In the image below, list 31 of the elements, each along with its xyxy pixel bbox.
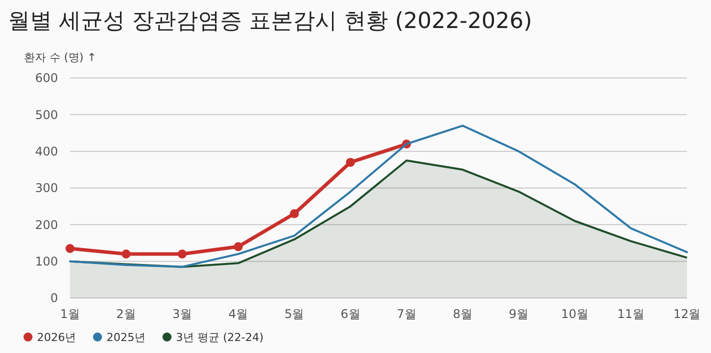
y-tick-label: 0 xyxy=(50,291,58,306)
y-tick-label: 200 xyxy=(35,218,58,232)
x-tick-label: 10월 xyxy=(561,307,588,321)
x-tick-label: 5월 xyxy=(284,307,304,321)
y-axis-title: 환자 수 (명) ↑ xyxy=(24,51,96,64)
line-series xyxy=(69,124,688,268)
x-tick-label: 4월 xyxy=(228,307,248,321)
point xyxy=(122,250,131,258)
chart-title: 월별 세균성 장관감염증 표본감시 현황 (2022-2026) xyxy=(8,9,532,34)
legend-label: 2026년 xyxy=(37,331,76,344)
x-tick-label: 7월 xyxy=(396,307,416,321)
x-tick-label: 12월 xyxy=(673,307,701,321)
x-tick-label: 1월 xyxy=(60,307,80,321)
point xyxy=(234,242,243,252)
point xyxy=(178,250,187,258)
y-tick-label: 400 xyxy=(35,144,58,159)
x-tick-label: 9월 xyxy=(508,307,529,321)
x-tick-label: 8월 xyxy=(452,307,472,321)
x-tick-label: 11월 xyxy=(617,307,645,321)
point xyxy=(66,244,74,253)
legend-label: 2025년 xyxy=(106,331,146,344)
legend-label: 3년 평균 (22-24) xyxy=(176,331,264,344)
x-tick-label: 6월 xyxy=(340,307,360,321)
y-tick-label: 100 xyxy=(35,254,58,269)
point xyxy=(290,209,299,218)
y-tick-label: 500 xyxy=(35,108,58,122)
x-tick-label: 2월 xyxy=(116,307,136,321)
point xyxy=(346,158,355,167)
y-tick-label: 600 xyxy=(35,71,58,86)
y-tick-label: 300 xyxy=(35,181,58,196)
x-tick-label: 3월 xyxy=(172,307,192,321)
